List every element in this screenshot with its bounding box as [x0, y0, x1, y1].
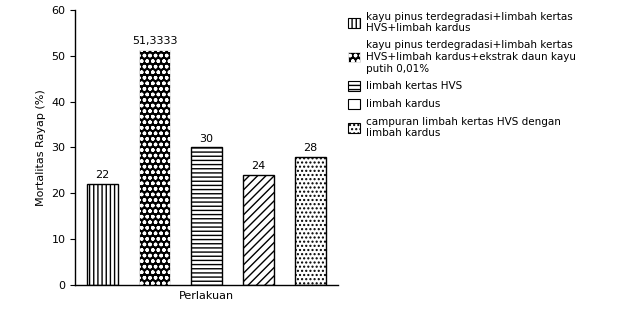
Bar	[87, 184, 118, 285]
Text: 22: 22	[96, 170, 110, 180]
Text: 24: 24	[252, 161, 265, 171]
Bar	[139, 50, 170, 285]
Legend: kayu pinus terdegradasi+limbah kertas
HVS+limbah kardus, kayu pinus terdegradasi: kayu pinus terdegradasi+limbah kertas HV…	[346, 9, 578, 140]
X-axis label: Perlakuan: Perlakuan	[179, 291, 234, 301]
Text: 30: 30	[200, 134, 213, 144]
Text: 28: 28	[304, 143, 317, 153]
Y-axis label: Mortalitas Rayap (%): Mortalitas Rayap (%)	[36, 89, 46, 206]
Bar	[243, 175, 274, 285]
Text: 51,3333: 51,3333	[132, 36, 177, 46]
Bar	[191, 147, 222, 285]
Bar	[295, 156, 326, 285]
